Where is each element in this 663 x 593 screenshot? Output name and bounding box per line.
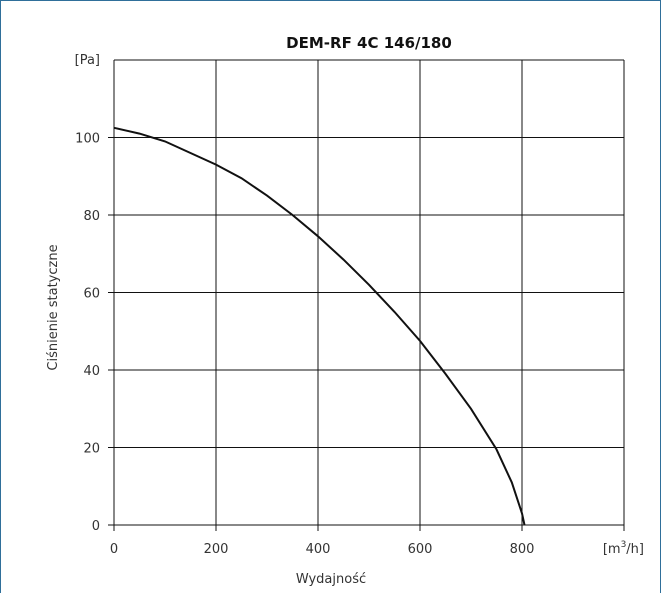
chart-title: DEM-RF 4C 146/180 xyxy=(286,34,452,52)
y-tick-label: 100 xyxy=(75,132,100,147)
x-tick-label: 0 xyxy=(110,542,118,557)
series-line xyxy=(113,126,526,526)
x-tick-label: 600 xyxy=(408,542,433,557)
x-tick-label: 800 xyxy=(510,542,535,557)
y-tick-label: 80 xyxy=(83,209,100,224)
x-unit-label: [m3/h] xyxy=(603,540,644,557)
x-tick-label: 200 xyxy=(204,542,229,557)
y-tick-label: 60 xyxy=(83,287,100,302)
chart-grid xyxy=(114,59,625,525)
y-axis-label: Ciśnienie statyczne xyxy=(46,244,61,370)
y-tick-label: 0 xyxy=(92,519,100,534)
chart-axes xyxy=(108,60,625,531)
y-tick-label: 20 xyxy=(83,442,100,457)
x-tick-label: 400 xyxy=(306,542,331,557)
tick-labels: 0 20 40 60 80 100 0 200 400 600 800 xyxy=(75,132,534,558)
x-axis-label: Wydajność xyxy=(296,572,366,587)
y-tick-label: 40 xyxy=(83,364,100,379)
y-unit-label: [Pa] xyxy=(75,53,100,68)
